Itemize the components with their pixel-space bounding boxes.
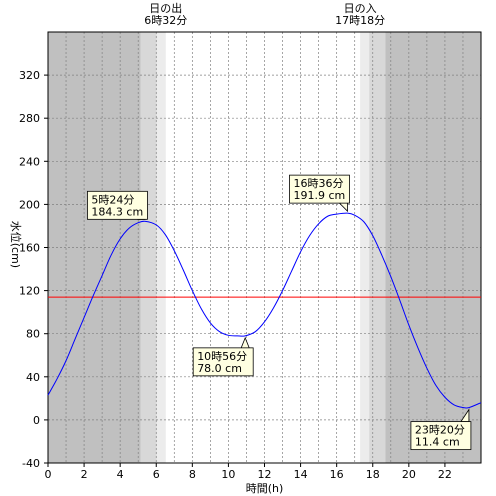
- y-axis-label: 水位(cm): [9, 221, 23, 268]
- callout-box: [87, 190, 148, 220]
- y-tick-label: 120: [19, 285, 40, 298]
- tide-series-line: [47, 212, 482, 409]
- sunset-time: 17時18分: [335, 14, 385, 27]
- callout-box: [289, 174, 350, 204]
- x-tick-label: 8: [189, 468, 196, 481]
- callout-time: 16時36分: [293, 177, 343, 190]
- callout-time: 10時56分: [197, 350, 247, 363]
- y-tick-label: 240: [19, 155, 40, 168]
- x-tick-label: 10: [221, 468, 235, 481]
- x-axis-label: 時間(h): [246, 482, 284, 495]
- x-tick-label: 6: [153, 468, 160, 481]
- x-tick-label: 12: [258, 468, 272, 481]
- y-tick-label: -40: [22, 457, 40, 470]
- callout-box: [410, 421, 472, 451]
- x-tick-label: 14: [294, 468, 308, 481]
- x-tick-label: 0: [45, 468, 52, 481]
- y-tick-label: 280: [19, 112, 40, 125]
- y-tick-label: 40: [26, 371, 40, 384]
- sunrise-time: 6時32分: [144, 14, 187, 27]
- callout-value: 78.0 cm: [197, 362, 242, 375]
- callout-value: 184.3 cm: [91, 205, 143, 218]
- x-tick-label: 20: [402, 468, 416, 481]
- y-tick-label: 200: [19, 198, 40, 211]
- y-tick-label: 0: [33, 414, 40, 427]
- callout-value: 11.4 cm: [415, 436, 460, 449]
- callout-time: 5時24分: [91, 193, 134, 206]
- x-tick-label: 22: [438, 468, 452, 481]
- y-tick-label: 320: [19, 69, 40, 82]
- x-tick-label: 18: [366, 468, 380, 481]
- x-tick-label: 4: [117, 468, 124, 481]
- y-tick-label: 160: [19, 242, 40, 255]
- callout-box: [192, 347, 254, 377]
- callout-value: 191.9 cm: [293, 189, 345, 202]
- sunset-label: 日の入: [344, 2, 377, 15]
- x-tick-label: 16: [330, 468, 344, 481]
- callout-time: 23時20分: [415, 424, 465, 437]
- x-tick-label: 2: [81, 468, 88, 481]
- y-tick-label: 80: [26, 328, 40, 341]
- sunrise-label: 日の出: [149, 1, 182, 15]
